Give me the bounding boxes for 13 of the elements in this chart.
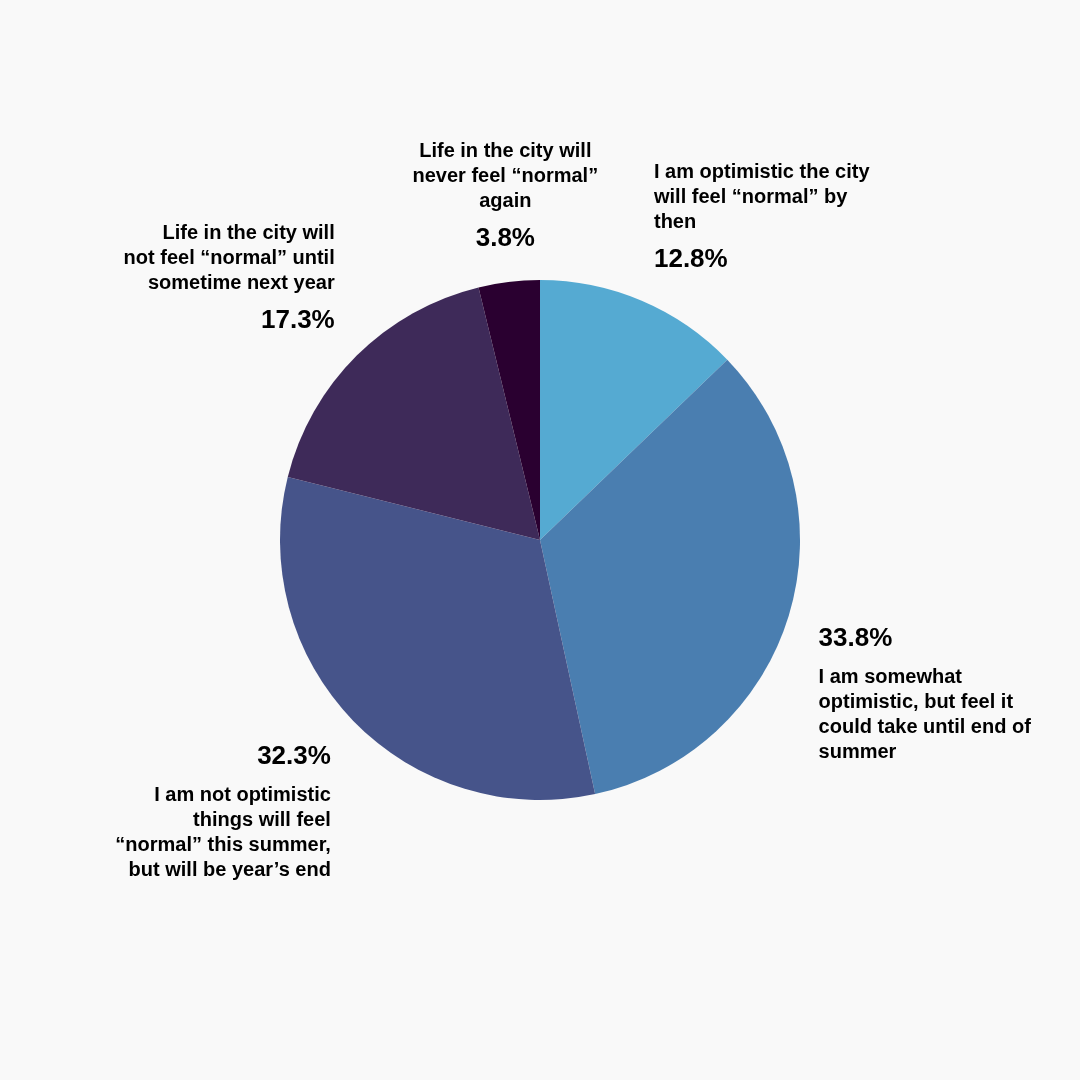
slice-label: I am somewhat optimistic, but feel it could take until end of summer <box>818 664 1032 762</box>
data-label: 3.8% <box>475 221 535 252</box>
pie-slice <box>478 280 540 540</box>
data-label: 17.3% <box>261 304 335 335</box>
slice-label: Life in the city will never feel “normal” again <box>412 138 599 211</box>
slice-label: Life in the city will not feel “normal” until sometime next year <box>123 221 335 294</box>
pie-slice <box>540 280 728 540</box>
slice-label: I am not optimistic things will feel “normal” this summer, but will be year’s end <box>115 782 331 880</box>
data-label: 33.8% <box>818 621 893 652</box>
slice-label: I am optimistic the city will feel “normal” by then <box>652 160 871 233</box>
data-label: 32.3% <box>257 739 331 770</box>
pie-slice <box>540 359 800 795</box>
data-label: 12.8% <box>653 243 728 274</box>
